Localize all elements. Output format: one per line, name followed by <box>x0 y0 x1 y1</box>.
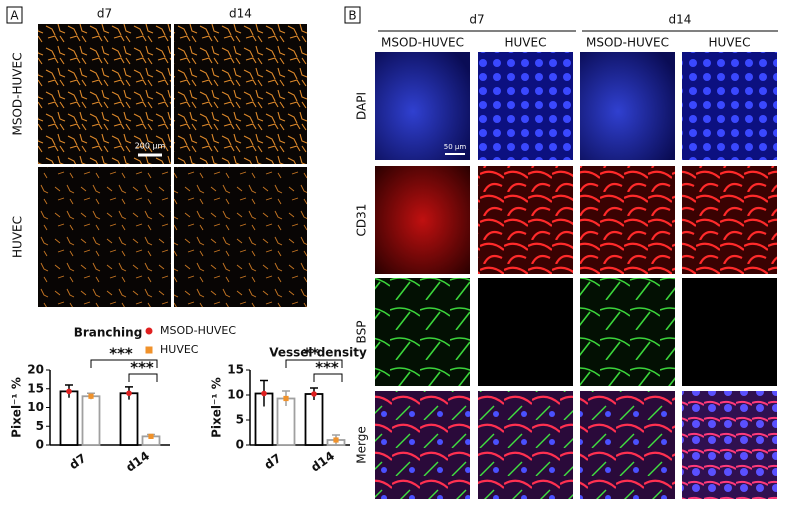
y-tick-label: 0 <box>236 438 244 452</box>
row-label: Merge <box>355 426 369 463</box>
row-label: MSOD-HUVEC <box>11 53 25 136</box>
panel-label: A <box>10 9 19 23</box>
micrograph <box>38 24 171 164</box>
micrograph <box>580 52 675 160</box>
significance-label: *** <box>315 359 339 377</box>
micrograph <box>375 166 470 274</box>
scale-bar-label: 50 µm <box>444 143 467 151</box>
point <box>283 395 289 402</box>
micrograph <box>174 24 307 164</box>
micrograph <box>682 166 777 274</box>
row-label: BSP <box>355 321 369 344</box>
y-tick-label: 5 <box>36 419 44 433</box>
y-tick-label: 20 <box>27 363 44 377</box>
micrograph <box>682 52 777 160</box>
significance-bracket <box>313 373 343 382</box>
column-label: d14 <box>229 7 252 21</box>
y-tick-label: 0 <box>36 438 44 452</box>
x-tick-label: d7 <box>262 451 284 472</box>
bar <box>81 395 101 446</box>
legend-marker <box>145 327 153 335</box>
row-label: HUVEC <box>11 216 25 258</box>
micrograph <box>682 391 777 499</box>
micrograph <box>375 391 470 499</box>
significance-label: *** <box>109 345 133 363</box>
micrograph <box>38 167 171 307</box>
micrograph <box>174 167 307 307</box>
micrograph <box>682 278 777 386</box>
chart-title: Vessel density <box>269 346 367 360</box>
point <box>261 390 267 397</box>
point <box>311 391 317 397</box>
legend-label: MSOD-HUVEC <box>160 324 236 337</box>
y-axis-label: Pixel⁻¹ % <box>210 377 224 438</box>
panel-label-box <box>6 6 23 24</box>
bar <box>304 393 324 446</box>
row-label: DAPI <box>355 92 369 120</box>
column-label: d7 <box>97 7 112 21</box>
micrograph <box>478 52 573 160</box>
y-tick-label: 15 <box>27 381 44 395</box>
significance-label: ** <box>303 345 319 363</box>
bar <box>119 392 139 446</box>
group-label: d14 <box>669 13 692 27</box>
x-tick-label: d14 <box>123 449 152 475</box>
significance-bracket <box>90 359 158 368</box>
point <box>66 388 72 395</box>
micrograph <box>580 391 675 499</box>
y-tick-label: 5 <box>236 413 244 427</box>
micrograph <box>580 278 675 386</box>
point <box>88 393 94 399</box>
micrograph <box>478 166 573 274</box>
scale-bar-label: 200 µm <box>135 142 166 151</box>
micrograph <box>580 166 675 274</box>
column-label: MSOD-HUVEC <box>586 36 669 50</box>
point <box>148 433 154 439</box>
micrograph <box>375 52 470 160</box>
x-tick-label: d14 <box>308 449 337 475</box>
y-tick-label: 10 <box>227 388 244 402</box>
significance-label: *** <box>130 359 154 377</box>
y-tick-label: 15 <box>227 363 244 377</box>
bar <box>59 390 79 446</box>
point <box>126 390 132 397</box>
micrograph <box>478 391 573 499</box>
column-label: MSOD-HUVEC <box>381 36 464 50</box>
legend-label: HUVEC <box>160 343 199 356</box>
legend-marker <box>145 346 153 354</box>
chart-title: Branching <box>74 326 143 340</box>
row-label: CD31 <box>355 204 369 237</box>
panel-label: B <box>348 9 356 23</box>
y-axis-label: Pixel⁻¹ % <box>10 377 24 438</box>
significance-bracket <box>285 359 343 368</box>
panel-label-box <box>344 6 361 24</box>
micrograph <box>478 278 573 386</box>
group-label: d7 <box>469 13 484 27</box>
micrograph <box>375 278 470 386</box>
y-tick-label: 10 <box>27 400 44 414</box>
x-tick-label: d7 <box>67 451 89 472</box>
column-label: HUVEC <box>709 36 751 50</box>
significance-bracket <box>128 373 158 382</box>
point <box>333 437 339 443</box>
column-label: HUVEC <box>505 36 547 50</box>
